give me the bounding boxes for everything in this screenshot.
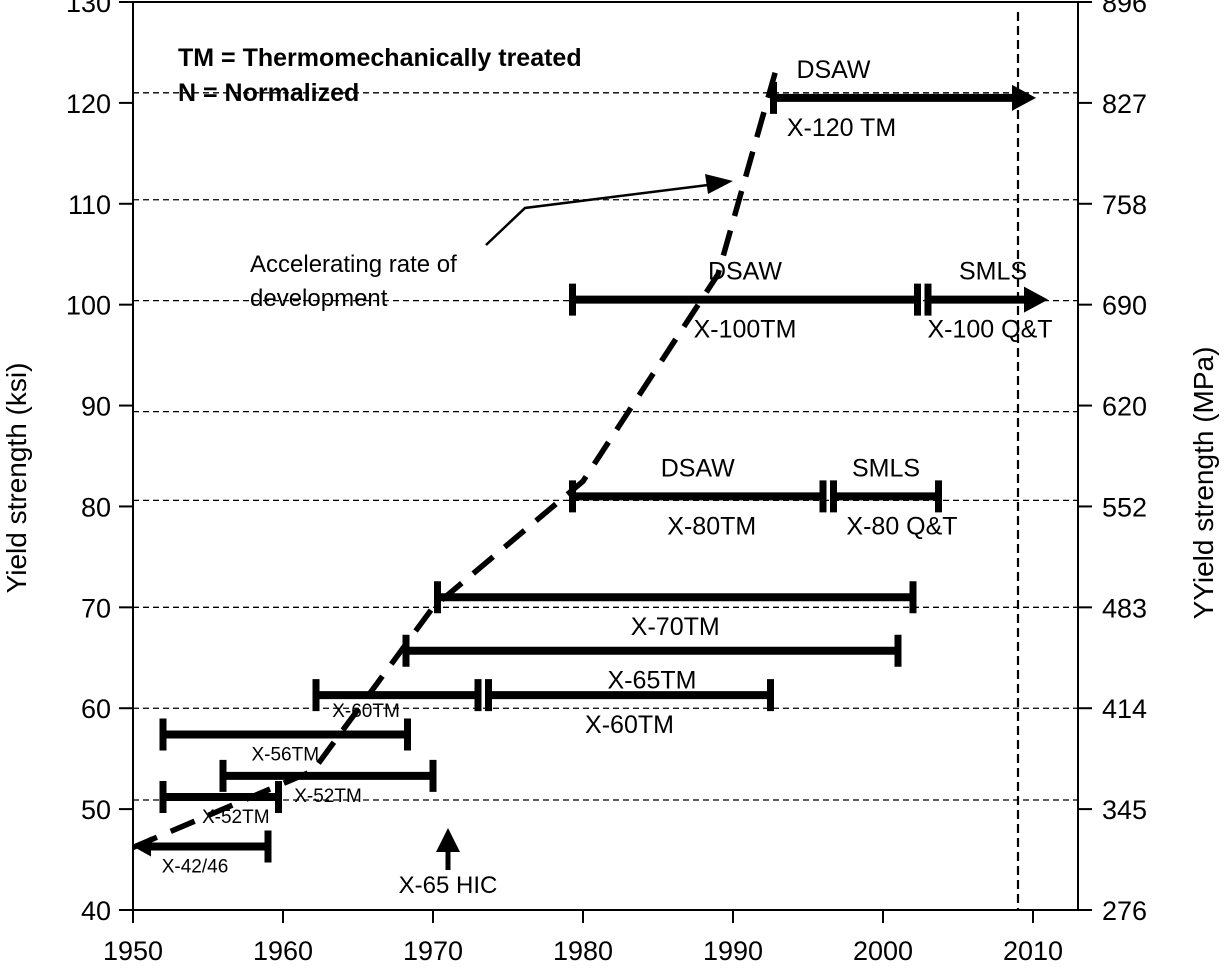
bar-method-label-9: SMLS xyxy=(852,454,920,482)
bar-method-label-8: DSAW xyxy=(661,454,735,482)
y-tick-label-120: 120 xyxy=(66,89,111,119)
y-tick-label-50: 50 xyxy=(81,795,111,825)
bar-arrowhead-12 xyxy=(1012,84,1036,111)
bar-label-6: X-65TM xyxy=(608,667,697,695)
bars-group: X-42/46 X-52TM X-52TM X-56TM X-60TM X-60TM X-6… xyxy=(133,56,1053,877)
bar-arrowtail-0 xyxy=(133,836,151,857)
y-tick-label-90: 90 xyxy=(81,392,111,422)
bar-group-1: X-52TM xyxy=(159,781,282,828)
y-tick-label-60: 60 xyxy=(81,694,111,724)
bar-label-11: X-100 Q&T xyxy=(927,316,1052,344)
right-tick-label-758: 758 xyxy=(1102,190,1147,220)
hic-label: X-65 HIC xyxy=(399,872,498,899)
gridlines xyxy=(133,1,1078,801)
bar-label-10: X-100TM xyxy=(694,316,797,344)
hic-arrow-head xyxy=(436,828,460,852)
bar-method-label-10: DSAW xyxy=(708,258,782,286)
bar-label-1: X-52TM xyxy=(202,807,270,828)
x-tick-label-1960: 1960 xyxy=(253,936,313,966)
accelerating-label-line2: development xyxy=(250,285,388,312)
bar-label-4: X-60TM xyxy=(332,701,400,722)
axes-group: 40 50 60 70 80 90 100 110 120 130 276 345 414 483 552 6… xyxy=(66,0,1147,966)
x-tick-label-2000: 2000 xyxy=(853,936,913,966)
bar-group-3: X-56TM xyxy=(159,718,411,765)
accelerating-arrow-head xyxy=(705,174,733,194)
x-tick-label-1980: 1980 xyxy=(553,936,613,966)
bar-label-3: X-56TM xyxy=(251,744,319,765)
annotations-group: X-65 HIC Accelerating rate of development xyxy=(250,174,733,899)
right-tick-label-414: 414 xyxy=(1102,694,1147,724)
bar-group-12: X-120 TM DSAW xyxy=(770,56,1036,142)
y-tick-label-80: 80 xyxy=(81,492,111,522)
bar-group-5: X-60TM xyxy=(485,679,774,739)
bar-label-7: X-70TM xyxy=(631,613,720,641)
y-tick-label-100: 100 xyxy=(66,291,111,321)
bar-group-7: X-70TM xyxy=(434,581,917,641)
x-tick-label-2010: 2010 xyxy=(1003,936,1063,966)
bar-label-5: X-60TM xyxy=(585,711,674,739)
right-tick-label-276: 276 xyxy=(1102,896,1147,926)
bar-group-11: X-100 Q&T SMLS xyxy=(924,258,1053,344)
x-tick-label-1950: 1950 xyxy=(103,936,163,966)
bar-group-6: X-65TM xyxy=(402,634,902,695)
legend: TM = Thermomechanically treated N = Norm… xyxy=(178,44,582,107)
right-tick-label-827: 827 xyxy=(1102,89,1147,119)
bar-group-4: X-60TM xyxy=(312,679,482,722)
legend-line-n: N = Normalized xyxy=(178,79,359,107)
y-tick-label-40: 40 xyxy=(81,896,111,926)
y-tick-label-130: 130 xyxy=(66,0,111,18)
y-tick-label-70: 70 xyxy=(81,593,111,623)
right-tick-label-896: 896 xyxy=(1102,0,1147,18)
bar-group-9: X-80 Q&T SMLS xyxy=(830,454,958,540)
accelerating-arrow-line xyxy=(485,183,709,246)
plot-frame xyxy=(132,1,1079,911)
bar-label-0: X-42/46 xyxy=(162,856,229,877)
bar-group-0: X-42/46 xyxy=(133,830,272,877)
bar-group-10: X-100TM DSAW xyxy=(569,258,921,344)
right-tick-label-483: 483 xyxy=(1102,593,1147,623)
right-tick-label-552: 552 xyxy=(1102,492,1147,522)
y-tick-label-110: 110 xyxy=(68,190,111,220)
bar-label-12: X-120 TM xyxy=(787,114,896,142)
bar-group-8: X-80TM DSAW xyxy=(569,454,827,540)
x-tick-label-1990: 1990 xyxy=(703,936,763,966)
bar-arrowhead-11 xyxy=(1024,286,1048,313)
bar-method-label-11: SMLS xyxy=(959,258,1027,286)
right-tick-label-620: 620 xyxy=(1102,392,1147,422)
x-tick-label-1970: 1970 xyxy=(403,936,463,966)
y-axis-title-right: YYield strength (MPa) xyxy=(1188,347,1219,620)
bar-group-2: X-52TM xyxy=(219,759,437,807)
trend-line-group xyxy=(131,61,781,850)
bar-method-label-12: DSAW xyxy=(796,56,870,84)
accelerating-label-line1: Accelerating rate of xyxy=(250,251,457,278)
bar-label-9: X-80 Q&T xyxy=(846,512,957,540)
trend-line xyxy=(131,61,781,850)
right-tick-label-690: 690 xyxy=(1102,291,1147,321)
legend-line-tm: TM = Thermomechanically treated xyxy=(178,44,582,72)
y-axis-title-left: Yield strength (ksi) xyxy=(1,363,32,594)
bar-label-2: X-52TM xyxy=(294,786,362,807)
bar-label-8: X-80TM xyxy=(667,512,756,540)
right-tick-label-345: 345 xyxy=(1102,795,1147,825)
